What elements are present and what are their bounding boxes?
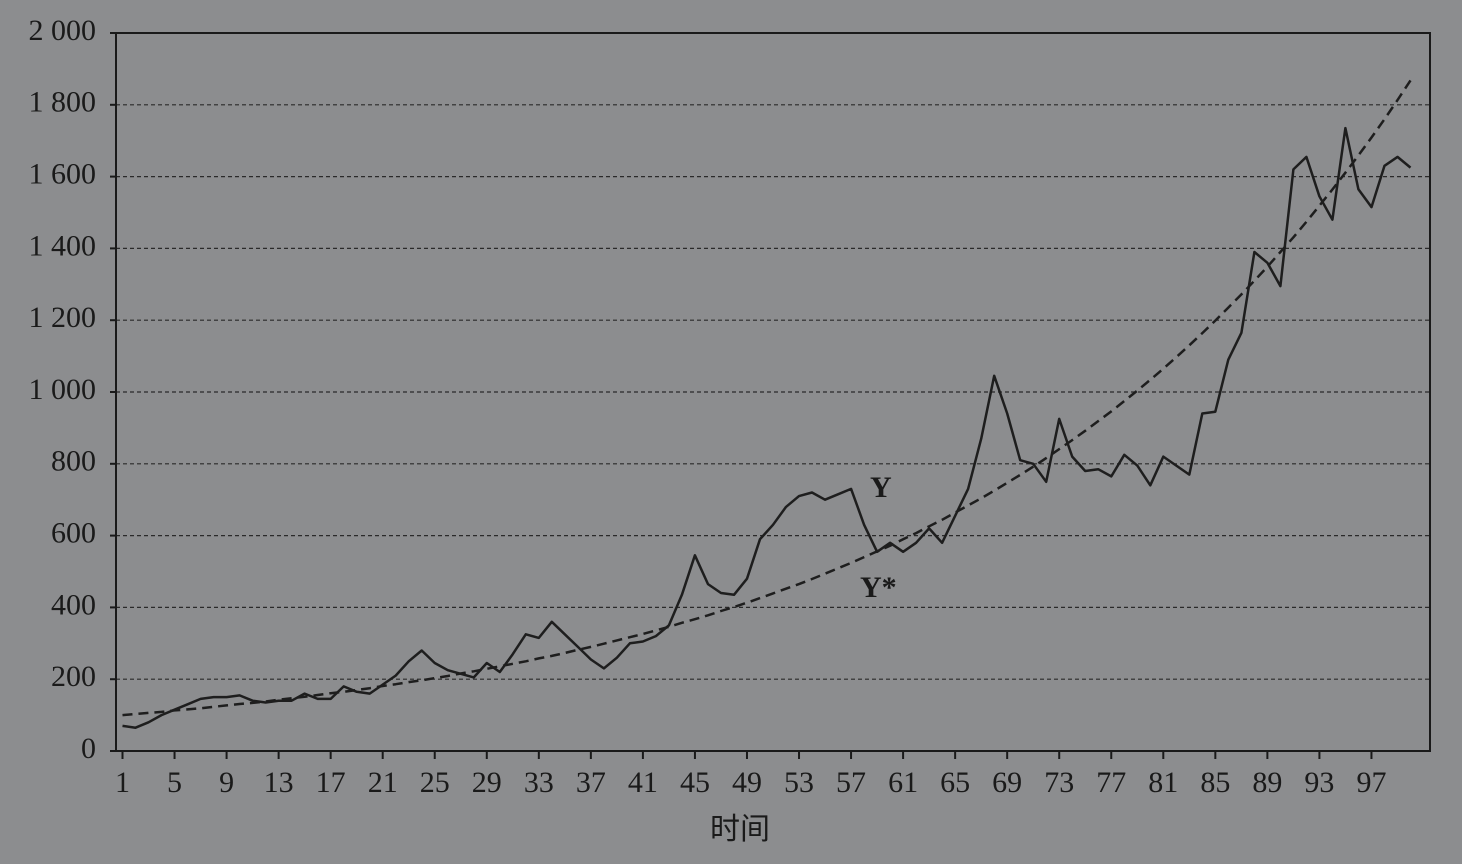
x-tick-label: 33: [524, 766, 554, 799]
plot-frame: [115, 32, 1431, 752]
x-tick-label: 69: [992, 766, 1022, 799]
y-tick-label: 600: [51, 516, 96, 549]
x-tick-label: 45: [680, 766, 710, 799]
x-tick-label: 21: [368, 766, 398, 799]
x-tick-label: 93: [1304, 766, 1334, 799]
x-axis-label: 时间: [710, 813, 770, 846]
x-tick-label: 41: [628, 766, 658, 799]
x-tick-label: 1: [115, 766, 130, 799]
y-tick-label: 0: [81, 732, 96, 765]
x-tick-label: 61: [888, 766, 918, 799]
x-tick-label: 49: [732, 766, 762, 799]
y-tick-label: 200: [51, 660, 96, 693]
x-tick-label: 81: [1148, 766, 1178, 799]
x-tick-label: 89: [1252, 766, 1282, 799]
x-tick-label: 57: [836, 766, 866, 799]
x-tick-label: 37: [576, 766, 606, 799]
x-tick-label: 73: [1044, 766, 1074, 799]
annotation: Y*: [860, 571, 897, 604]
y-tick-label: 1 400: [29, 229, 97, 262]
x-tick-label: 85: [1200, 766, 1230, 799]
x-tick-label: 65: [940, 766, 970, 799]
x-tick-label: 17: [316, 766, 346, 799]
y-tick-label: 400: [51, 588, 96, 621]
y-tick-label: 1 800: [29, 86, 97, 119]
x-tick-label: 97: [1356, 766, 1386, 799]
y-tick-label: 800: [51, 445, 96, 478]
x-tick-label: 29: [472, 766, 502, 799]
y-tick-label: 2 000: [29, 14, 97, 47]
annotation: Y: [870, 471, 892, 504]
y-tick-label: 1 600: [29, 157, 97, 190]
series-line: [122, 79, 1412, 717]
x-tick-label: 25: [420, 766, 450, 799]
y-tick-label: 1 200: [29, 301, 97, 334]
y-tick-label: 1 000: [29, 373, 97, 406]
x-tick-label: 53: [784, 766, 814, 799]
x-tick-label: 5: [167, 766, 182, 799]
x-tick-label: 13: [264, 766, 294, 799]
x-tick-label: 77: [1096, 766, 1126, 799]
x-tick-label: 9: [219, 766, 234, 799]
